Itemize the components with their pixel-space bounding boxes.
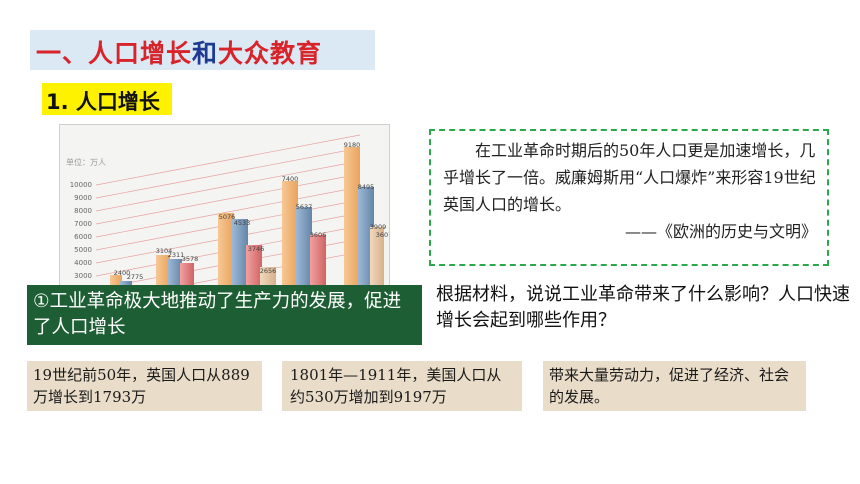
y-tick: 4000: [74, 259, 92, 267]
quote-text: 在工业革命时期后的50年人口更是加速增长，几乎增长了一倍。威廉姆斯用“人口爆炸”…: [443, 141, 816, 214]
bar-label: 2311: [168, 251, 185, 259]
bar-label: 3746: [248, 245, 265, 253]
question-text: 根据材料，说说工业革命带来了什么影响？人口快速增长会起到哪些作用？: [436, 284, 850, 331]
quote-source: ——《欧洲的历史与文明》: [624, 222, 817, 241]
title-part-2: 和: [192, 39, 219, 68]
title-part-3: 大众教育: [218, 39, 323, 68]
bar-label: 3606: [310, 231, 327, 239]
bar-label: 7400: [282, 175, 299, 183]
bar-label: 2656: [260, 267, 277, 275]
bar-label: 5076: [219, 213, 236, 221]
y-tick: 5000: [74, 246, 92, 254]
bar-label: 8495: [358, 183, 375, 191]
y-tick: 7000: [74, 220, 92, 228]
bar-label: 3909: [370, 223, 387, 231]
section-heading: 1. 人口增长: [46, 90, 160, 114]
fact-box-england: 19世纪前50年，英国人口从889万增长到1793万: [27, 361, 262, 411]
page-title: 一、人口增长和大众教育: [36, 34, 322, 70]
y-tick: 10000: [70, 181, 92, 189]
chart-unit-label: 单位：万人: [66, 157, 106, 167]
bar-label: 3104: [156, 247, 173, 255]
bar-label: 2775: [127, 273, 144, 281]
bar-label: 9180: [344, 141, 361, 149]
y-tick: 8000: [74, 207, 92, 215]
fact-box-impact: 带来大量劳动力，促进了经济、社会的发展。: [543, 361, 806, 411]
bar-label: 5637: [296, 203, 313, 211]
bar-label: 2400: [114, 269, 131, 277]
bar-label: 3578: [182, 255, 199, 263]
y-tick: 6000: [74, 233, 92, 241]
y-tick: 3000: [74, 272, 92, 280]
answer-box: ①工业革命极大地推动了生产力的发展，促进了人口增长: [27, 285, 422, 345]
bar-label: 4533: [234, 219, 251, 227]
bar-label: 3607: [376, 231, 390, 239]
section-highlight: [42, 83, 172, 115]
y-tick: 9000: [74, 194, 92, 202]
fact-box-usa: 1801年—1911年，美国人口从约530万增加到9197万: [282, 361, 522, 411]
title-part-1: 一、人口增长: [36, 39, 193, 68]
quote-box: 在工业革命时期后的50年人口更是加速增长，几乎增长了一倍。威廉姆斯用“人口爆炸”…: [429, 129, 829, 266]
title-banner: [30, 30, 375, 70]
